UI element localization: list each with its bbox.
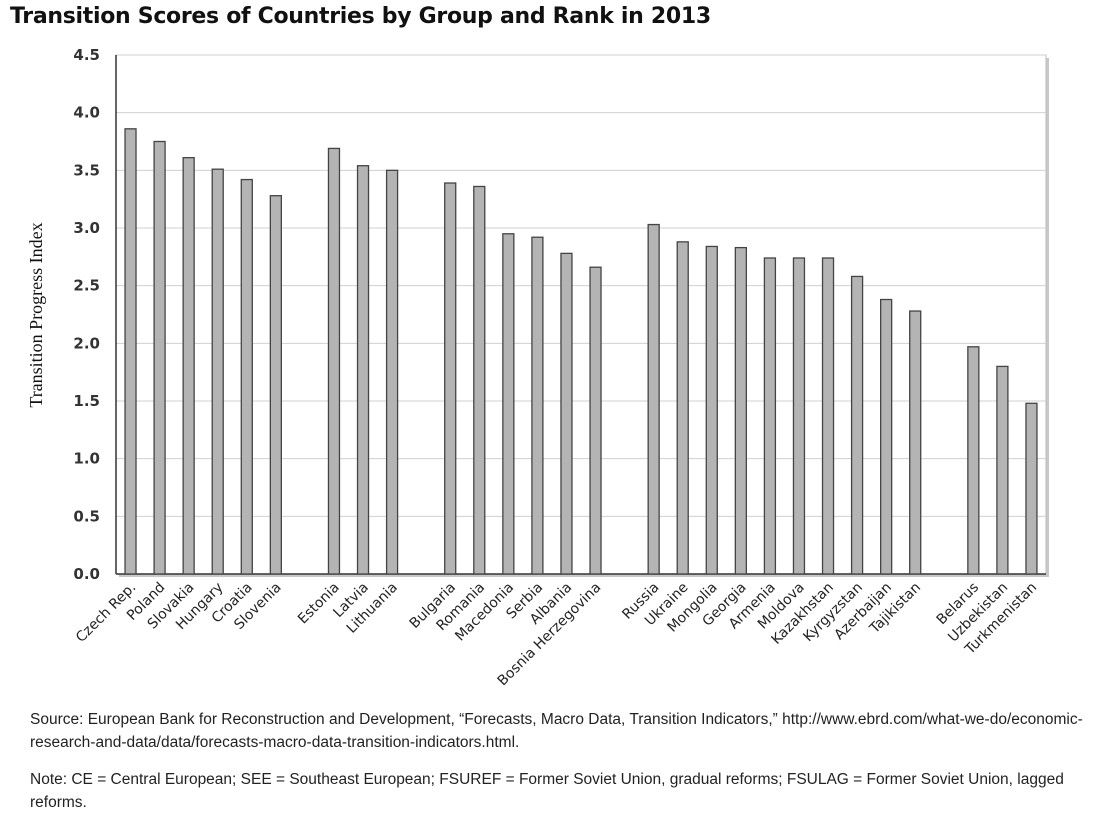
source-note: Source: European Bank for Reconstruction…: [30, 711, 1083, 751]
bar: [850, 275, 864, 575]
bar: [473, 185, 486, 575]
bar: [676, 241, 689, 575]
bar: [763, 257, 777, 575]
bar: [385, 169, 399, 575]
y-tick-label: 2.5: [73, 277, 100, 295]
bar: [792, 257, 806, 575]
bar: [240, 178, 253, 575]
bar: [502, 233, 515, 575]
bar: [647, 223, 660, 575]
y-tick-label: 4.0: [73, 104, 100, 122]
y-tick-label: 4.5: [73, 46, 100, 64]
bar: [909, 310, 922, 575]
y-axis-label: Transition Progress Index: [26, 222, 46, 407]
bar: [880, 298, 893, 575]
abbreviation-note: Note: CE = Central European; SEE = South…: [30, 771, 1064, 811]
y-tick-label: 0.0: [73, 565, 100, 583]
bar: [182, 156, 195, 575]
bar: [531, 236, 544, 575]
bar: [211, 168, 224, 575]
y-tick-label: 2.0: [73, 334, 100, 352]
bar: [996, 365, 1009, 575]
bar: [327, 147, 341, 575]
bar: [705, 245, 718, 575]
bar: [269, 195, 282, 575]
y-tick-label: 1.5: [73, 392, 100, 410]
bar: [967, 346, 980, 575]
bar: [444, 182, 457, 575]
bar: [560, 252, 573, 575]
bar: [589, 266, 602, 575]
plot-area: [115, 54, 1047, 575]
y-tick-label: 3.5: [73, 161, 100, 179]
y-tick-label: 3.0: [73, 219, 100, 237]
bar: [153, 140, 166, 575]
y-tick-label: 0.5: [73, 507, 100, 525]
bar: [734, 246, 747, 575]
bar: [356, 165, 370, 575]
bar: [1025, 402, 1038, 575]
bar-chart: 0.0 0.5 1.0 1.5 2.0 2.5 3.0 3.5 4.0 4.5 Transition…: [26, 46, 1049, 689]
bar: [821, 257, 835, 575]
y-tick-label: 1.0: [73, 450, 100, 468]
chart-title: Transition Scores of Countries by Group …: [10, 4, 711, 29]
bar: [124, 128, 137, 575]
